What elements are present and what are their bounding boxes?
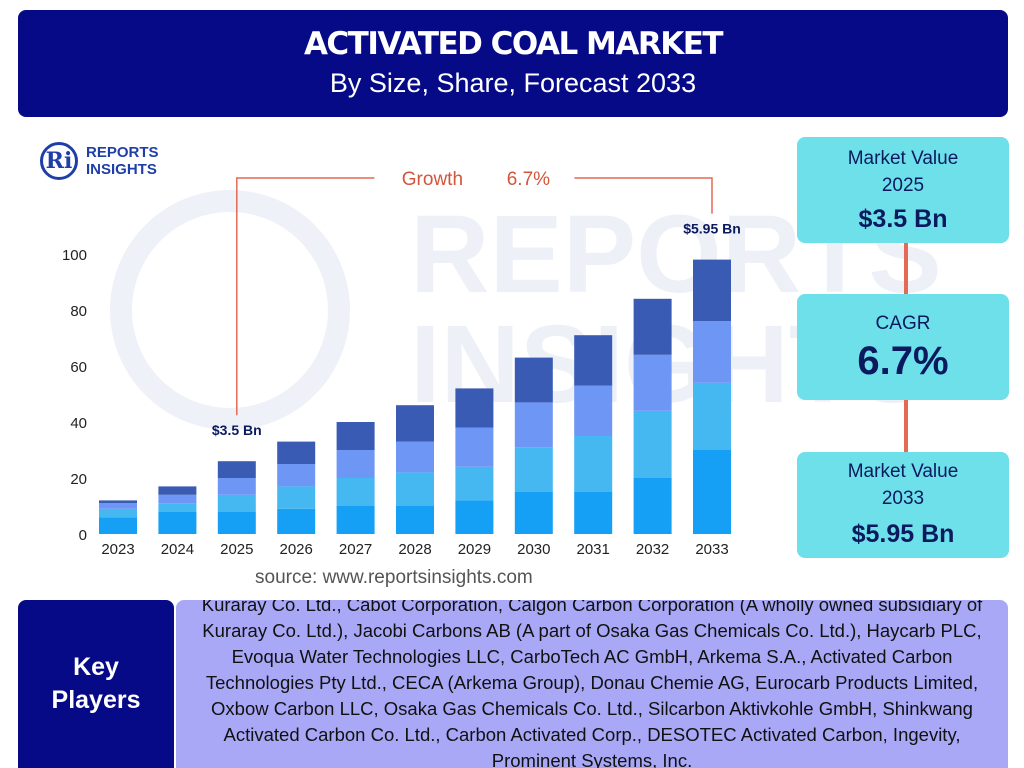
- bar-segment: [277, 464, 316, 487]
- bar-segment: [99, 508, 137, 518]
- bar-segment: [455, 388, 494, 428]
- bar-segment: [693, 382, 731, 450]
- key-players-heading: Key Players: [18, 600, 174, 768]
- market-value-2033: $5.95 Bn: [851, 520, 955, 548]
- bar-segment: [396, 441, 434, 473]
- bar-segment: [336, 450, 375, 478]
- bar-segment: [633, 410, 672, 478]
- cagr-value: 6.7%: [857, 339, 949, 383]
- x-tick-label: 2029: [458, 541, 491, 558]
- cagr-label: CAGR: [875, 313, 931, 334]
- x-tick-label: 2028: [398, 541, 431, 558]
- bar-segment: [277, 486, 316, 509]
- bar-segment: [514, 447, 553, 492]
- bar-segment: [158, 486, 197, 495]
- x-tick-label: 2024: [161, 541, 194, 558]
- market-value-2033-label: Market Value 2033: [847, 461, 959, 509]
- growth-bracket-right: [574, 177, 713, 214]
- bar-segment: [158, 494, 197, 504]
- bar-segment: [217, 478, 256, 495]
- connector-line: [904, 243, 908, 294]
- bar-segment: [396, 405, 434, 442]
- x-tick-label: 2025: [220, 541, 253, 558]
- growth-label: Growth: [402, 169, 463, 190]
- market-value-2025-label: Market Value 2025: [847, 148, 959, 196]
- bar-segment: [633, 354, 672, 411]
- growth-bracket-left: [236, 177, 375, 416]
- logo-line2: INSIGHTS: [86, 161, 157, 178]
- bar-segment: [99, 500, 137, 504]
- x-tick-label: 2026: [280, 541, 313, 558]
- x-tick-label: 2030: [517, 541, 550, 558]
- bar-segment: [574, 385, 613, 436]
- bar-segment: [336, 478, 375, 506]
- bar-segment: [574, 436, 613, 492]
- source-note: source: www.reportsinsights.com: [255, 567, 533, 588]
- bar-segment: [574, 335, 613, 386]
- bar-segment: [455, 500, 494, 534]
- bar-segment: [693, 450, 731, 534]
- y-tick-label: 20: [70, 471, 87, 488]
- x-tick-label: 2023: [101, 541, 134, 558]
- y-tick-label: 40: [70, 415, 87, 432]
- bar-segment: [99, 517, 137, 534]
- y-tick-label: 100: [62, 247, 87, 264]
- bar-segment: [514, 492, 553, 534]
- bar-segment: [277, 441, 316, 464]
- bar-segment: [158, 511, 197, 534]
- market-value-2033-card: Market Value 2033 $5.95 Bn: [797, 452, 1009, 558]
- bar-segment: [217, 494, 256, 512]
- bar-segment: [336, 422, 375, 450]
- bar-segment: [633, 478, 672, 534]
- market-bar-chart: 0 20 40 60 80 100 2023 2024 2025 2026 2027 2028 2029…: [62, 169, 741, 558]
- growth-value: 6.7%: [507, 169, 550, 190]
- cagr-card: CAGR 6.7%: [797, 294, 1009, 400]
- bar-segment: [574, 492, 613, 534]
- company-logo: Ri REPORTS INSIGHTS: [40, 142, 180, 184]
- data-label: $5.95 Bn: [683, 221, 741, 237]
- x-tick-label: 2032: [636, 541, 669, 558]
- bar-segment: [633, 298, 672, 355]
- bar-segment: [455, 466, 494, 501]
- y-tick-label: 0: [79, 527, 87, 544]
- market-value-2025-card: Market Value 2025 $3.5 Bn: [797, 137, 1009, 243]
- x-tick-label: 2031: [577, 541, 610, 558]
- page-title: ACTIVATED COAL MARKET: [303, 26, 724, 62]
- x-tick-label: 2033: [695, 541, 728, 558]
- bar-segment: [396, 472, 434, 506]
- bar-segment: [277, 508, 316, 534]
- bar-segment: [693, 259, 731, 322]
- y-tick-label: 80: [70, 303, 87, 320]
- bar-segment: [99, 503, 137, 509]
- header-banner: ACTIVATED COAL MARKET By Size, Share, Fo…: [18, 10, 1008, 117]
- data-label: $3.5 Bn: [212, 422, 262, 438]
- page-subtitle: By Size, Share, Forecast 2033: [329, 68, 697, 98]
- bar-segment: [396, 506, 434, 534]
- bar-segment: [158, 503, 197, 512]
- bar-segment: [217, 511, 256, 534]
- bar-segment: [217, 461, 256, 478]
- logo-mark-icon: Ri: [40, 142, 78, 180]
- y-tick-label: 60: [70, 359, 87, 376]
- key-players-text: Kuraray Co. Ltd., Cabot Corporation, Cal…: [201, 600, 983, 768]
- logo-line1: REPORTS: [86, 144, 159, 161]
- bar-segment: [693, 321, 731, 383]
- bar-segment: [514, 357, 553, 403]
- x-tick-label: 2027: [339, 541, 372, 558]
- connector-line: [904, 400, 908, 452]
- key-players-list: Kuraray Co. Ltd., Cabot Corporation, Cal…: [176, 600, 1008, 768]
- bar-segment: [514, 402, 553, 448]
- bar-segment: [455, 427, 494, 467]
- market-value-2025: $3.5 Bn: [858, 205, 948, 233]
- key-players-title: Key Players: [51, 653, 141, 714]
- bar-segment: [336, 506, 375, 534]
